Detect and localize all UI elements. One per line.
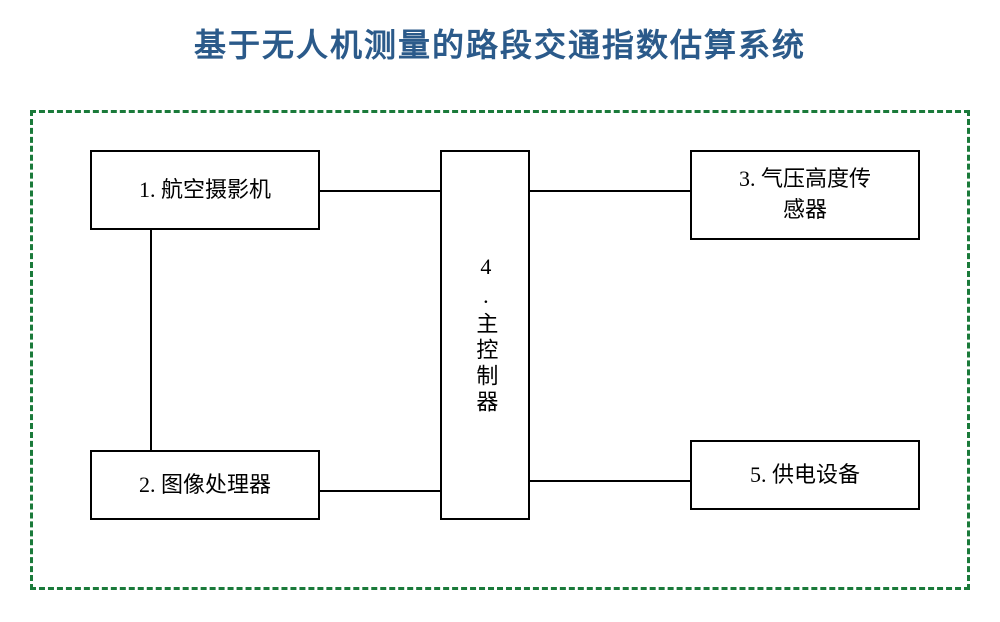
node-sensor: 3. 气压高度传 感器 xyxy=(690,150,920,240)
edge-camera-controller xyxy=(320,190,440,192)
node-camera: 1. 航空摄影机 xyxy=(90,150,320,230)
node-sensor-label: 3. 气压高度传 感器 xyxy=(739,164,871,226)
node-power-label: 5. 供电设备 xyxy=(750,460,860,491)
edge-controller-sensor xyxy=(530,190,690,192)
node-camera-label: 1. 航空摄影机 xyxy=(139,175,271,206)
node-image-processor-label: 2. 图像处理器 xyxy=(139,470,271,501)
node-controller: 4.主控制器 xyxy=(440,150,530,520)
node-image-processor: 2. 图像处理器 xyxy=(90,450,320,520)
diagram-title: 基于无人机测量的路段交通指数估算系统 xyxy=(0,0,1000,66)
node-controller-label: 4.主控制器 xyxy=(470,254,501,416)
node-power: 5. 供电设备 xyxy=(690,440,920,510)
edge-camera-imageproccessor xyxy=(150,230,152,450)
edge-controller-power xyxy=(530,480,690,482)
edge-imageproc-controller xyxy=(320,490,440,492)
